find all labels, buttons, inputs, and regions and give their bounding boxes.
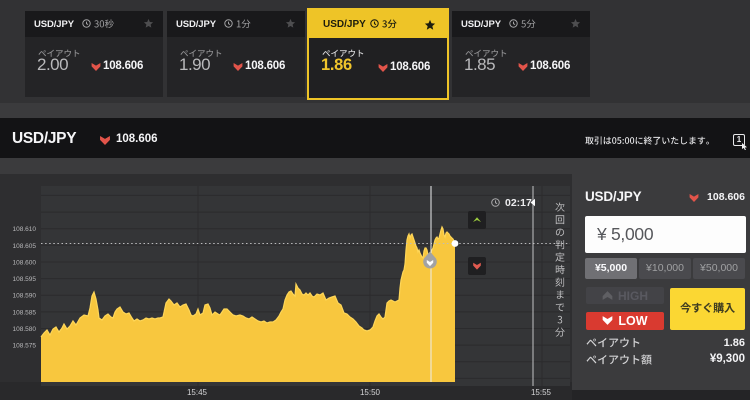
svg-text:15:50: 15:50 — [360, 388, 381, 397]
svg-text:15:55: 15:55 — [531, 388, 552, 397]
svg-text:108.595: 108.595 — [13, 276, 37, 283]
svg-text:108.590: 108.590 — [13, 293, 37, 300]
svg-text:108.600: 108.600 — [13, 260, 37, 267]
svg-text:108.575: 108.575 — [13, 343, 37, 350]
svg-text:108.610: 108.610 — [13, 226, 37, 233]
svg-text:108.605: 108.605 — [13, 243, 37, 250]
svg-text:15:45: 15:45 — [187, 388, 208, 397]
svg-text:02:17: 02:17 — [505, 197, 532, 209]
svg-text:108.580: 108.580 — [13, 326, 37, 333]
svg-text:108.585: 108.585 — [13, 309, 37, 316]
